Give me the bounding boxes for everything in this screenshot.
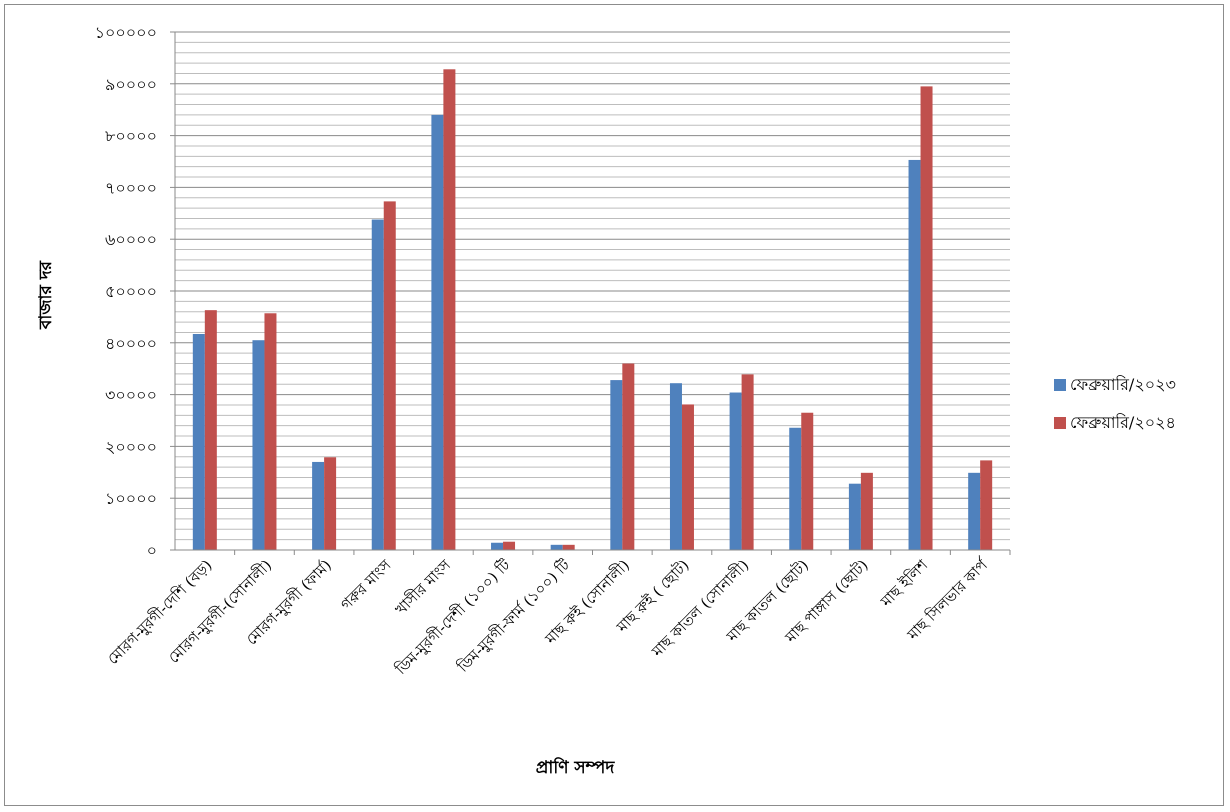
x-axis: মোরগ-মুরগী-দেশি (বড়)মোরগ-মুরগী-(সোনালী)… (104, 549, 1011, 679)
bar-2024 (324, 457, 337, 550)
bar-2024 (801, 412, 814, 550)
bar-2023 (908, 159, 921, 551)
bars (192, 69, 993, 551)
bar-2023 (252, 340, 265, 550)
y-axis-title: বাজার দর (36, 260, 56, 330)
bar-2024 (383, 201, 396, 551)
bar-2023 (192, 333, 205, 550)
x-tick-label: মোরগ-মুরগী-(সোনালী) (165, 556, 276, 667)
bar-2024 (860, 472, 873, 550)
x-axis-title: প্রাণি সম্পদ (535, 758, 615, 778)
legend-swatch-2023 (1054, 379, 1066, 391)
bar-2023 (610, 380, 623, 550)
bar-2023 (431, 114, 444, 550)
bar-2023 (371, 219, 384, 551)
x-tick-label: খাসীর মাংস (392, 555, 455, 618)
legend-label-2024: ফেব্রুয়ারি/২০২৪ (1070, 412, 1176, 432)
x-tick-label: গরুর মাংস (337, 555, 395, 613)
y-tick-label: ৭০০০০ (105, 178, 157, 197)
y-tick-label: ৮০০০০ (105, 127, 157, 146)
bar-2023 (669, 383, 682, 550)
chart-frame: ০ ১০০০০ ২০০০০ ৩০০০০ ৪০০০০ ৫০০০০ ৬০০০০ ৭০০০০ ৮০০০… (4, 4, 1224, 806)
y-axis: ০ ১০০০০ ২০০০০ ৩০০০০ ৪০০০০ ৫০০০০ ৬০০০০ ৭০০০০ ৮০০০… (95, 23, 176, 560)
legend-item-2024: ফেব্রুয়ারি/২০২৪ (1054, 413, 1176, 433)
legend-swatch-2024 (1054, 417, 1066, 429)
y-tick-label: ৫০০০০ (105, 282, 157, 301)
bar-2024 (920, 86, 933, 550)
y-tick-label: ১০০০০ (105, 489, 157, 508)
bar-2024 (443, 69, 456, 551)
gridlines (175, 31, 1010, 551)
y-tick-label: ৪০০০০ (105, 334, 157, 353)
bar-2023 (550, 544, 563, 550)
x-tick-label: ডিম-মুরগী-ফার্ম (১০০) টি (453, 556, 574, 677)
y-tick-label: ৬০০০০ (105, 230, 157, 249)
bar-2024 (741, 374, 754, 550)
y-tick-label: ৩০০০০ (105, 386, 157, 405)
bar-2024 (681, 404, 694, 550)
y-axis-title-wrap: বাজার দর (27, 225, 67, 365)
x-tick-label: মাছ ইলিশ (876, 555, 932, 611)
y-tick-label: ১০০০০০ (95, 23, 157, 42)
x-tick-label: মোরগ-মুরগী-দেশি (বড়) (104, 556, 216, 668)
legend-label-2023: ফেব্রুয়ারি/২০২৩ (1070, 374, 1176, 394)
bar-chart: ০ ১০০০০ ২০০০০ ৩০০০০ ৪০০০০ ৫০০০০ ৬০০০০ ৭০০০০ ৮০০০… (95, 23, 1011, 679)
bar-2024 (264, 313, 277, 550)
bar-2024 (622, 363, 635, 550)
bar-2023 (491, 542, 504, 550)
bar-2024 (562, 544, 575, 550)
bar-2024 (503, 541, 516, 550)
legend: ফেব্রুয়ারি/২০২৩ ফেব্রুয়ারি/২০২৪ (1054, 375, 1176, 451)
bar-2023 (789, 427, 802, 550)
bar-2023 (848, 483, 861, 550)
bar-2023 (312, 461, 325, 550)
y-tick-label: ০ (147, 541, 157, 560)
bar-2024 (204, 310, 217, 550)
y-tick-label: ২০০০০ (105, 437, 157, 456)
y-tick-label: ৯০০০০ (105, 75, 157, 94)
x-tick-label: ডিম-মুরগী-দেশী (১০০) টি (391, 556, 514, 679)
bar-2023 (729, 392, 742, 550)
bar-2023 (968, 472, 981, 550)
legend-item-2023: ফেব্রুয়ারি/২০২৩ (1054, 375, 1176, 395)
bar-2024 (980, 460, 993, 550)
